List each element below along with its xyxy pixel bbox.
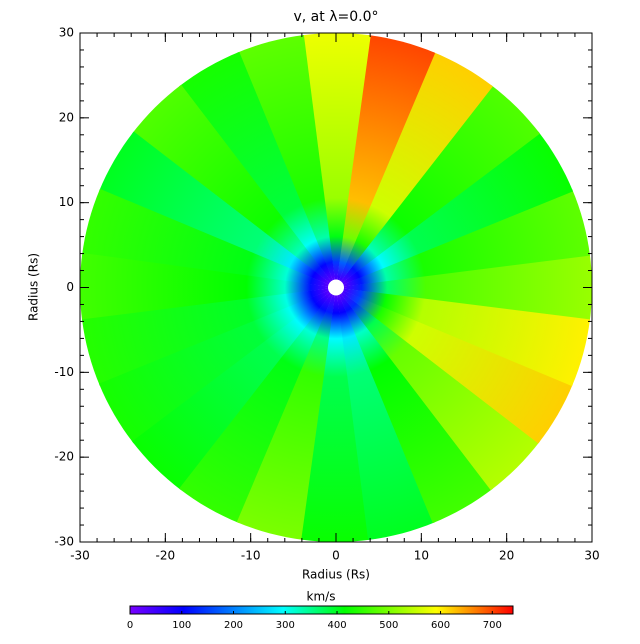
y-tick-label: -30 [54,535,74,549]
sector [98,287,336,444]
sector [336,252,592,323]
chart-title: v, at λ=0.0° [294,9,379,25]
x-tick-label: -30 [70,549,90,563]
colorbar-tick-label: 100 [172,620,191,631]
sector [98,131,336,288]
colorbar [129,605,514,615]
colorbar-tick-label: 400 [327,620,346,631]
colorbar-tick-label: 600 [431,620,450,631]
colorbar-label: km/s [307,590,336,604]
sector [301,33,371,288]
colorbar-tick-label: 500 [379,620,398,631]
x-tick-label: 30 [584,549,599,563]
sector [80,252,336,323]
y-tick-label: -10 [54,365,74,379]
sector [336,287,436,540]
y-axis-label: Radius (Rs) [27,253,41,321]
colorbar-tick-label: 0 [127,620,133,631]
sector [82,287,337,387]
sector [336,287,540,491]
sector [336,287,590,387]
x-tick-label: -10 [241,549,261,563]
sector [132,84,336,288]
sector [336,51,493,288]
sector [179,287,336,524]
inner-boundary [328,279,344,296]
sector [132,287,336,491]
x-tick-label: 20 [499,549,514,563]
x-tick-label: 0 [332,549,340,563]
x-axis-label: Radius (Rs) [302,568,370,582]
sector [301,287,371,542]
y-tick-label: 10 [59,195,74,209]
sector [179,51,336,288]
y-tick-label: 0 [66,280,74,294]
x-tick-label: 10 [414,549,429,563]
sector [336,188,590,288]
colorbar-tick-label: 300 [276,620,295,631]
plot-area [80,33,592,542]
y-tick-label: 30 [59,26,74,40]
colorbar-tick-label: 700 [483,620,502,631]
y-tick-label: 20 [59,110,74,124]
y-tick-label: -20 [54,450,74,464]
sector [236,35,336,288]
colorbar-tick-label: 200 [224,620,243,631]
sector [336,287,493,524]
x-tick-label: -20 [156,549,176,563]
sector [336,131,574,288]
sector [336,84,540,288]
sector [336,287,574,444]
